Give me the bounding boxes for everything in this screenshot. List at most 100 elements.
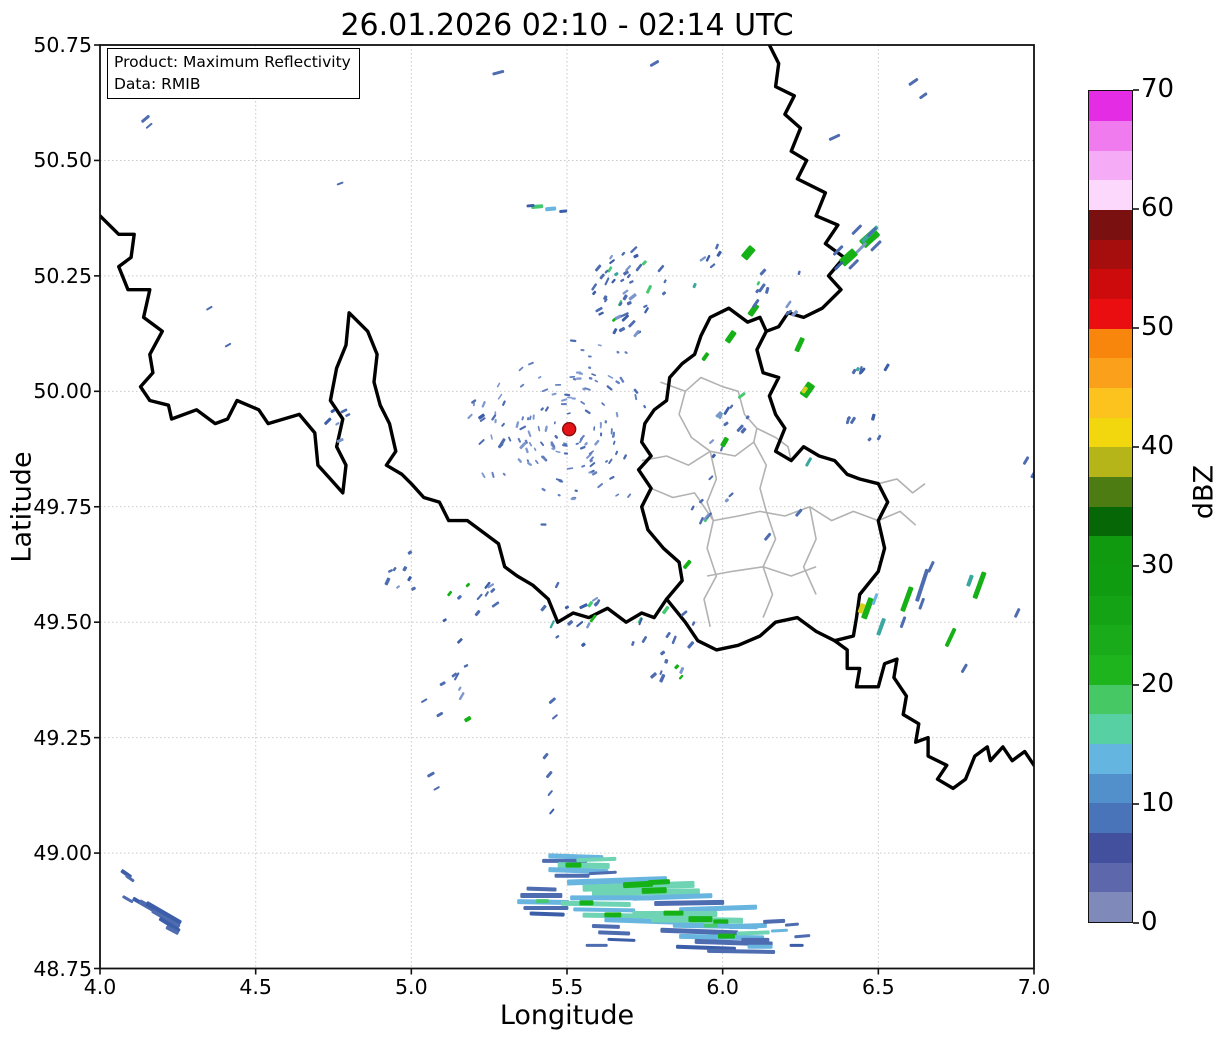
echo-mark [627,493,632,498]
echo-mark [622,880,654,889]
echo-mark [591,596,599,602]
echo-mark [612,440,616,445]
echo-mark [628,320,636,328]
echo-mark [851,368,857,375]
echo-mark [508,436,512,442]
echo-mark [122,895,134,904]
echo-mark [604,912,622,918]
echo-mark [340,408,348,414]
district-borders [641,376,926,627]
echo-mark [564,605,570,610]
echo-mark [785,300,792,309]
echo-mark [566,412,571,415]
echo-mark [561,398,568,402]
echo-mark [851,224,862,235]
echo-mark [724,498,730,503]
echo-mark [755,288,760,294]
echo-mark [502,400,506,406]
echo-mark [576,856,617,863]
colorbar-tick-label: 0 [1141,907,1158,937]
echo-mark [717,933,735,939]
colorbar-segment [1089,269,1132,299]
colorbar-segment [1089,239,1132,270]
echo-mark [224,342,232,348]
echo-mark [563,452,569,455]
echo-mark [581,642,586,647]
echo-mark [612,328,618,335]
echo-mark [624,351,628,354]
echo-mark [158,917,181,933]
colorbar-segment [1089,565,1132,596]
echo-mark [607,266,613,273]
echo-mark [632,893,713,901]
y-tick-label: 49.50 [33,610,92,635]
echo-mark [502,472,506,476]
echo-mark [846,416,851,421]
colorbar-segment [1089,209,1132,240]
echo-mark [519,383,525,388]
echo-mark [620,312,629,318]
colorbar-segment [1089,91,1132,121]
echo-mark [643,304,648,308]
echo-mark [579,603,588,610]
echo-mark [633,388,639,394]
echo-mark [330,408,336,414]
echo-mark [832,245,844,256]
echo-mark [848,259,859,270]
echo-mark [801,386,808,394]
echo-mark [474,610,481,617]
echo-mark [740,427,747,434]
echo-mark [491,471,495,478]
echo-mark [789,943,804,947]
echo-mark [591,924,620,929]
echo-mark [575,442,579,445]
colorbar-segment [1089,387,1132,418]
echo-mark [527,430,532,438]
echo-mark [752,299,760,309]
echo-mark [540,604,547,612]
echo-mark [614,314,622,320]
echo-mark [565,862,582,868]
echo-mark [799,381,815,399]
echo-mark [728,922,767,930]
echo-mark [571,397,576,400]
echo-mark [589,456,594,462]
colorbar-segment [1089,120,1132,151]
echo-mark [694,938,773,947]
echo-mark [972,571,987,599]
echo-mark [591,471,598,476]
echo-mark [599,432,603,437]
colorbar-segment [1089,714,1132,744]
echo-mark [594,264,602,272]
echo-mark [828,133,841,141]
colorbar-segment [1089,595,1132,626]
product-line: Product: Maximum Reflectivity [114,53,351,71]
echo-mark [626,273,631,279]
echo-mark [960,663,968,674]
echo-mark [915,568,929,602]
colorbar-label: dBZ [1188,464,1219,520]
echo-mark [125,874,135,883]
echo-mark [481,401,486,408]
y-tick-label: 50.25 [33,263,92,288]
colorbar [1088,90,1133,923]
echo-mark [402,566,408,572]
y-tick-label: 50.00 [33,379,92,404]
echo-mark [628,293,637,301]
echo-mark [630,246,638,254]
echo-mark [663,279,667,284]
echo-mark [736,930,770,936]
echo-mark [646,284,652,294]
echo-mark [659,674,666,683]
echo-mark [540,523,547,526]
colorbar-segment [1089,773,1132,804]
echo-mark [588,471,592,474]
echo-mark [711,453,716,459]
echo-mark [484,591,489,597]
echo-mark [663,910,684,916]
echo-mark [519,441,527,450]
echo-mark [528,441,533,447]
radar-echoes [120,60,1034,954]
colorbar-tick-label: 60 [1141,193,1175,223]
echo-mark [688,916,713,923]
